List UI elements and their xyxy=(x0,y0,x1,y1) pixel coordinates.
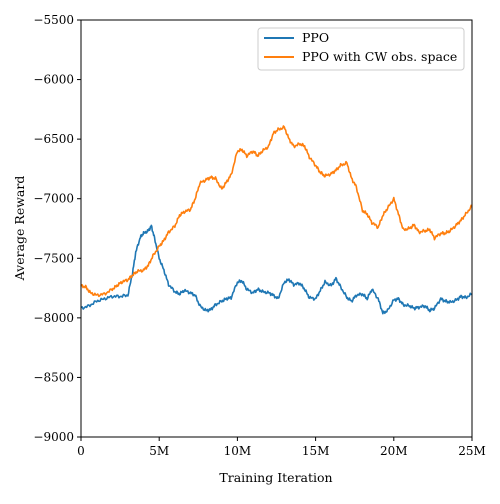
legend-label-ppo-cw: PPO with CW obs. space xyxy=(302,49,457,64)
legend: PPO PPO with CW obs. space xyxy=(257,27,465,71)
x-tick-label-4: 20M xyxy=(380,444,408,458)
y-tick-label-3: −7500 xyxy=(33,251,74,265)
x-tick-label-5: 25M xyxy=(458,444,486,458)
series-layer xyxy=(80,125,473,315)
y-axis-label: Average Reward xyxy=(12,176,27,282)
y-tick-label-7: −5500 xyxy=(33,13,74,27)
y-tick-label-0: −9000 xyxy=(33,430,74,444)
x-tick-label-3: 15M xyxy=(302,444,330,458)
x-axis-label: Training Iteration xyxy=(219,470,332,485)
axes-layer: 0 5M 10M 15M 20M 25M −9000 −8500 −8000 −7500 −7000… xyxy=(33,13,485,458)
legend-label-ppo: PPO xyxy=(302,30,329,45)
x-tick-label-2: 10M xyxy=(224,444,252,458)
y-tick-label-4: −7000 xyxy=(33,192,74,206)
series-line-1 xyxy=(80,125,473,298)
x-tick-label-1: 5M xyxy=(149,444,169,458)
y-tick-label-2: −8000 xyxy=(33,311,74,325)
plot-frame xyxy=(80,19,473,438)
y-tick-label-6: −6000 xyxy=(33,73,74,87)
y-tick-label-5: −6500 xyxy=(33,132,74,146)
y-tick-label-1: −8500 xyxy=(33,370,74,384)
x-tick-label-0: 0 xyxy=(77,444,85,458)
legend-box xyxy=(257,27,465,71)
series-line-0 xyxy=(80,224,473,315)
